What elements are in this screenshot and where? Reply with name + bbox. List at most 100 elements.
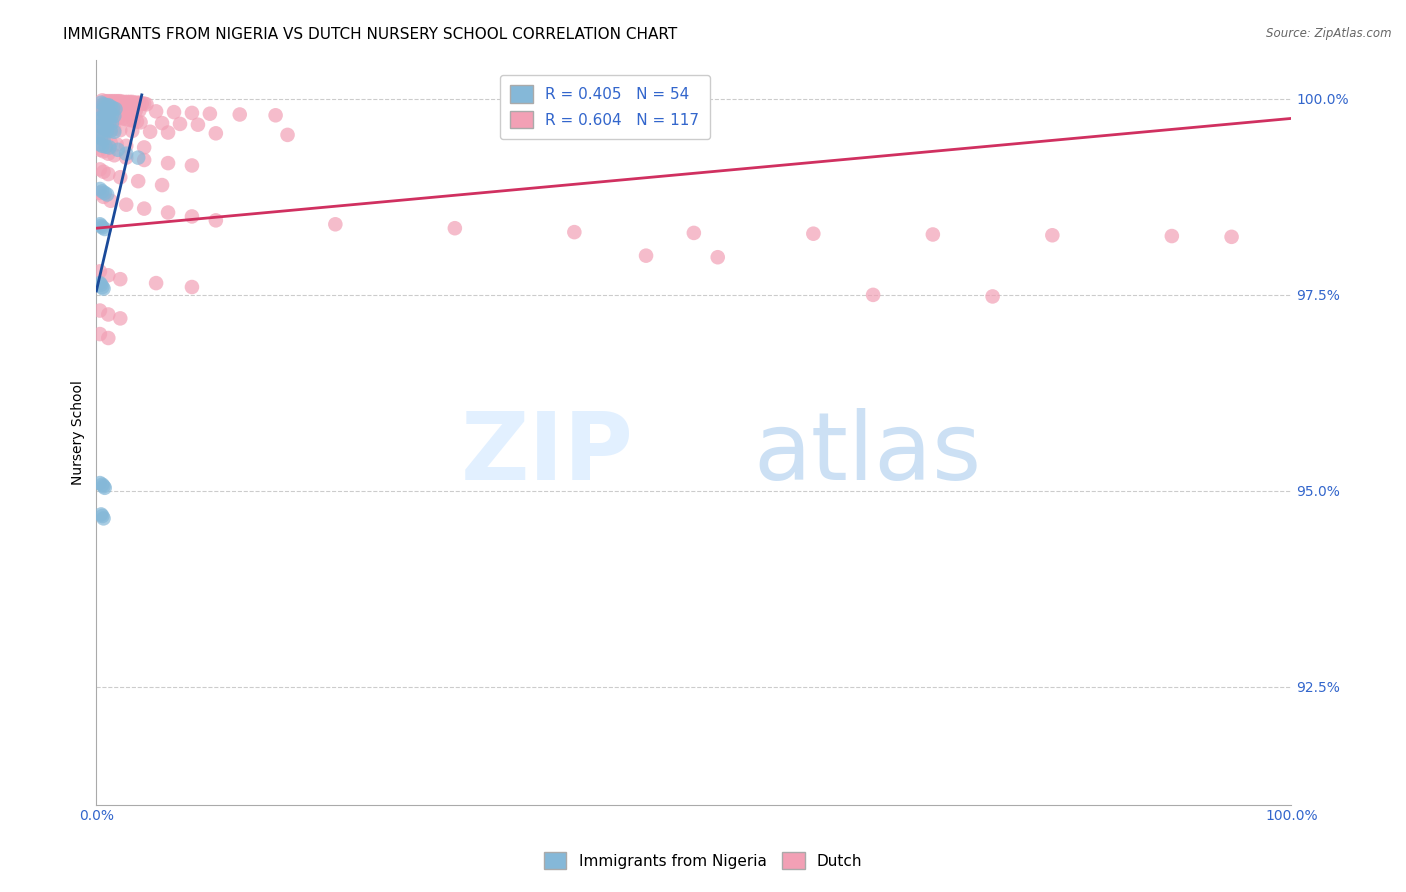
Point: [87, 129, 110, 144]
Point: [101, 110, 124, 124]
Point: [97, 167, 120, 181]
Text: ZIP: ZIP: [461, 409, 634, 500]
Point: [91, 280, 114, 294]
Point: [100, 124, 122, 138]
Point: [91, 477, 114, 491]
Point: [89, 112, 111, 126]
Point: [1220, 230, 1243, 244]
Point: [96, 113, 118, 128]
Point: [103, 101, 125, 115]
Point: [103, 125, 125, 139]
Point: [93, 481, 115, 495]
Point: [90, 277, 112, 292]
Point: [98, 140, 121, 154]
Point: [145, 276, 167, 290]
Point: [101, 94, 124, 108]
Point: [101, 101, 124, 115]
Point: [157, 126, 180, 140]
Point: [205, 213, 228, 227]
Point: [135, 97, 157, 112]
Point: [89, 137, 111, 152]
Point: [128, 95, 150, 110]
Point: [89, 303, 111, 318]
Point: [93, 132, 115, 146]
Point: [91, 185, 114, 199]
Point: [921, 227, 943, 242]
Point: [150, 178, 173, 192]
Point: [229, 107, 252, 121]
Point: [89, 476, 111, 491]
Point: [198, 106, 221, 120]
Point: [90, 219, 112, 233]
Point: [122, 113, 145, 128]
Text: atlas: atlas: [754, 409, 981, 500]
Point: [110, 102, 132, 116]
Point: [93, 511, 115, 525]
Point: [862, 288, 884, 302]
Point: [134, 202, 156, 216]
Point: [181, 280, 204, 294]
Point: [181, 106, 204, 120]
Point: [93, 222, 115, 236]
Point: [96, 106, 118, 120]
Point: [93, 165, 115, 179]
Point: [89, 131, 111, 145]
Point: [115, 151, 138, 165]
Point: [90, 131, 112, 145]
Point: [145, 104, 167, 119]
Point: [110, 272, 132, 286]
Point: [91, 220, 114, 235]
Point: [100, 94, 122, 108]
Point: [121, 124, 143, 138]
Y-axis label: Nursery School: Nursery School: [72, 380, 86, 484]
Point: [131, 96, 153, 111]
Point: [104, 94, 127, 108]
Point: [981, 289, 1004, 303]
Point: [1040, 228, 1063, 243]
Point: [91, 112, 114, 127]
Point: [100, 100, 122, 114]
Point: [105, 137, 128, 152]
Point: [108, 111, 131, 125]
Point: [706, 250, 728, 264]
Point: [111, 112, 134, 126]
Point: [93, 479, 115, 493]
Point: [100, 136, 122, 150]
Point: [93, 109, 115, 123]
Point: [107, 94, 129, 108]
Point: [97, 146, 120, 161]
Point: [104, 102, 127, 116]
Point: [264, 108, 287, 122]
Point: [103, 122, 125, 136]
Point: [682, 226, 704, 240]
Point: [127, 174, 149, 188]
Point: [134, 96, 156, 111]
Point: [89, 276, 111, 290]
Point: [115, 146, 138, 161]
Point: [134, 140, 156, 154]
Point: [103, 148, 125, 162]
Point: [97, 98, 120, 112]
Point: [93, 120, 115, 134]
Point: [115, 139, 138, 153]
Point: [128, 103, 150, 118]
Point: [115, 197, 138, 211]
Point: [97, 268, 120, 283]
Point: [125, 103, 148, 118]
Point: [107, 101, 129, 115]
Point: [93, 97, 115, 112]
Point: [93, 282, 115, 296]
Point: [97, 110, 120, 124]
Point: [97, 308, 120, 322]
Point: [118, 113, 141, 128]
Point: [97, 331, 120, 345]
Point: [94, 100, 117, 114]
Point: [89, 217, 111, 231]
Point: [169, 117, 191, 131]
Point: [93, 121, 115, 136]
Point: [134, 153, 156, 167]
Point: [90, 100, 112, 114]
Point: [93, 186, 115, 200]
Point: [89, 143, 111, 157]
Point: [97, 94, 120, 108]
